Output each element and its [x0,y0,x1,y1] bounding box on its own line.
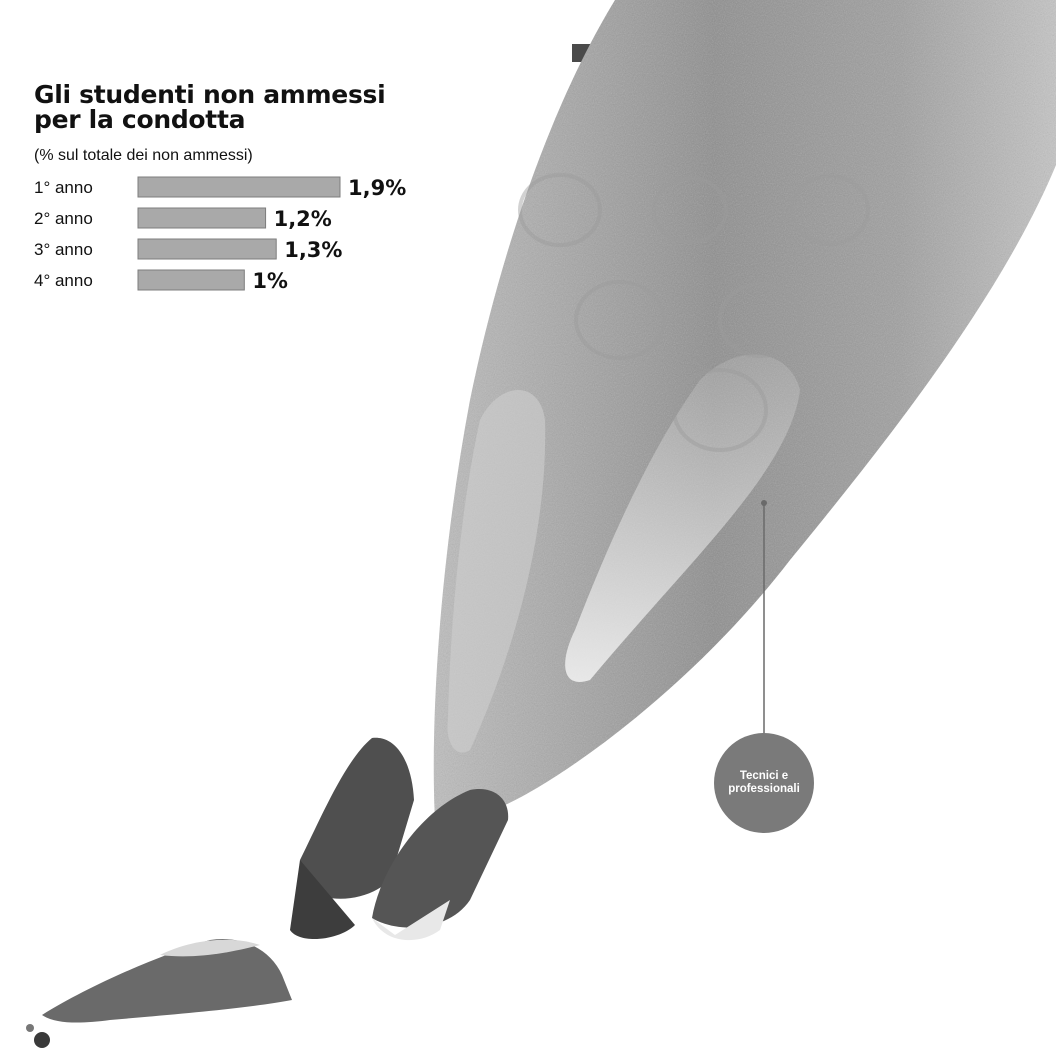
category-label: 3° anno [34,240,93,259]
bar [137,238,277,260]
category-label: 4° anno [34,271,93,290]
chart-title: Gli studenti non ammessi per la condotta [34,80,386,134]
bar [137,269,245,291]
value-label: 1,3% [284,238,342,262]
bar [137,176,341,198]
category-label: 1° anno [34,178,93,197]
bar [137,207,267,229]
value-label: 1,2% [274,207,332,231]
category-badge: Tecnici e professionali [714,733,814,833]
value-label: 1% [252,269,288,293]
category-badge-label: Tecnici e professionali [728,770,800,795]
value-label: 1,9% [348,176,406,200]
chart-subtitle: (% sul totale dei non ammessi) [34,147,253,164]
category-label: 2° anno [34,209,93,228]
